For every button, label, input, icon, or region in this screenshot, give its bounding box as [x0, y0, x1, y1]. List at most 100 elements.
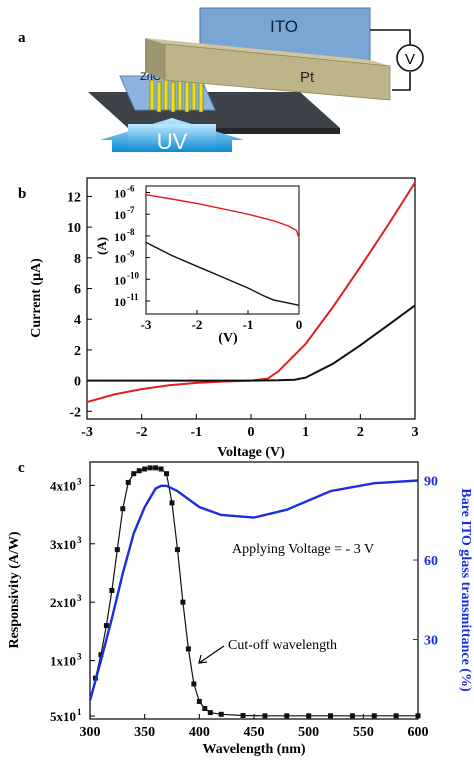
responsivity-point — [120, 506, 126, 512]
responsivity-point — [191, 681, 197, 687]
chart-b-y-tick-label: 0 — [74, 375, 81, 390]
transmittance-line — [88, 479, 419, 701]
responsivity-point — [153, 465, 159, 471]
panel-a-label: a — [18, 30, 26, 46]
inset-y-tick-label: 10 — [114, 273, 126, 287]
inset-y-tick-exponent: -8 — [127, 227, 135, 237]
chart-b-x-tick-label: 2 — [357, 425, 364, 440]
responsivity-point — [131, 471, 137, 477]
chart-c-frame — [89, 461, 419, 720]
uv-label: UV — [157, 129, 188, 154]
responsivity-point — [218, 711, 224, 717]
inset-x-tick-label: -3 — [141, 317, 152, 332]
chart-c-y-tick-label: 2x10 — [50, 595, 76, 610]
inset-series-line — [145, 241, 300, 306]
cutoff-arrowhead-icon — [198, 654, 208, 664]
zno-nanorods — [149, 79, 204, 113]
responsivity-point — [180, 599, 186, 605]
responsivity-point — [114, 547, 120, 553]
chart-c-y-tick-label: 3x10 — [50, 537, 76, 552]
inset-x-axis-label: (V) — [218, 331, 238, 346]
responsivity-point — [349, 713, 355, 719]
inset-series — [145, 194, 300, 306]
panel-b-label: b — [18, 186, 26, 202]
chart-c-y-axis-label: Responsivity (A/W) — [7, 531, 22, 648]
chart-b-x-tick-label: -1 — [190, 425, 202, 440]
chart-c-x-tick-label: 400 — [189, 725, 210, 740]
responsivity-point — [240, 712, 246, 718]
ito-label: ITO — [270, 17, 298, 36]
zno-nanorod — [156, 81, 162, 113]
responsivity-line — [94, 467, 418, 717]
chart-b-y-tick-label: 4 — [74, 313, 81, 328]
responsivity-point — [371, 713, 377, 719]
zno-nanorod — [191, 79, 197, 111]
chart-c-x-tick-label: 450 — [244, 725, 265, 740]
pt-bar-front — [164, 43, 391, 101]
responsivity-point — [196, 698, 202, 704]
inset-y-axis-label: (A) — [94, 237, 109, 255]
responsivity-point — [136, 468, 142, 474]
responsivity-point — [142, 466, 148, 472]
chart-c-y-tick-label: 5x10 — [50, 709, 76, 724]
chart-b-x-tick-label: 0 — [248, 425, 255, 440]
wire-top — [370, 29, 411, 45]
inset-y-tick-label: 10 — [114, 208, 126, 222]
responsivity-point — [328, 713, 334, 719]
chart-b-x-axis-label: Voltage (V) — [217, 445, 285, 460]
chart-c-y-tick-exponent: 3 — [77, 476, 82, 486]
chart-b-x-tick-label: 1 — [302, 425, 309, 440]
chart-b-y-tick-label: 2 — [74, 344, 81, 359]
zno-nanorod — [177, 79, 183, 111]
chart-b-y-tick-label: 8 — [74, 252, 81, 267]
chart-c-x-axis-label: Wavelength (nm) — [202, 742, 305, 757]
responsivity-point — [147, 465, 153, 471]
inset-y-tick-exponent: -7 — [127, 205, 135, 215]
chart-c-y-tick-label: 1x10 — [50, 654, 76, 669]
inset-y-tick-exponent: -9 — [127, 249, 135, 259]
inset-series-line — [145, 194, 300, 239]
responsivity-point — [169, 500, 175, 506]
inset-x-tick-label: 0 — [296, 317, 303, 332]
responsivity-point — [284, 713, 290, 719]
chart-c-x-tick-label: 350 — [134, 725, 155, 740]
inset-frame — [145, 185, 300, 315]
pt-bar-side — [145, 38, 165, 80]
voltmeter-label: V — [405, 51, 415, 68]
inset-y-tick-exponent: -6 — [127, 184, 135, 194]
chart-b-y-tick-label: -2 — [69, 405, 81, 420]
annotation-cutoff: Cut-off wavelength — [228, 638, 337, 653]
zno-nanorod — [163, 79, 169, 111]
chart-b-y-tick-label: 10 — [67, 221, 81, 236]
chart-b-y-tick-label: 12 — [67, 190, 81, 205]
uv-arrow-body — [128, 124, 216, 152]
chart-b-y-tick-label: 6 — [74, 283, 81, 298]
responsivity-point — [103, 623, 109, 629]
pt-label: Pt — [300, 69, 315, 86]
responsivity-point — [98, 652, 104, 658]
chart-c-y2-tick-label: 60 — [424, 554, 438, 569]
inset-x-tick-label: -1 — [243, 317, 254, 332]
inset-y-tick-label: 10 — [114, 230, 126, 244]
responsivity-point — [207, 710, 213, 716]
responsivity-point — [109, 588, 115, 593]
inset-y-tick-exponent: -11 — [127, 292, 139, 302]
panel-c-label: c — [18, 460, 25, 476]
chart-c-y-tick-exponent: 3 — [77, 593, 82, 603]
chart-c-x-tick-label: 550 — [353, 725, 374, 740]
responsivity-point — [393, 713, 399, 719]
responsivity-point — [415, 713, 421, 719]
chart-c-y2-tick-label: 30 — [424, 634, 438, 649]
chart-c-x-tick-label: 500 — [298, 725, 319, 740]
inset-y-tick-label: 10 — [114, 187, 126, 201]
chart-b-series-line — [87, 304, 416, 382]
voltmeter-icon — [396, 44, 424, 72]
responsivity-point — [125, 479, 131, 485]
zno-nanorod — [149, 79, 155, 111]
chart-c-y-tick-exponent: 3 — [77, 535, 82, 545]
chart-c-y-tick-label: 4x10 — [50, 478, 76, 493]
zno-nanorod — [170, 81, 176, 113]
